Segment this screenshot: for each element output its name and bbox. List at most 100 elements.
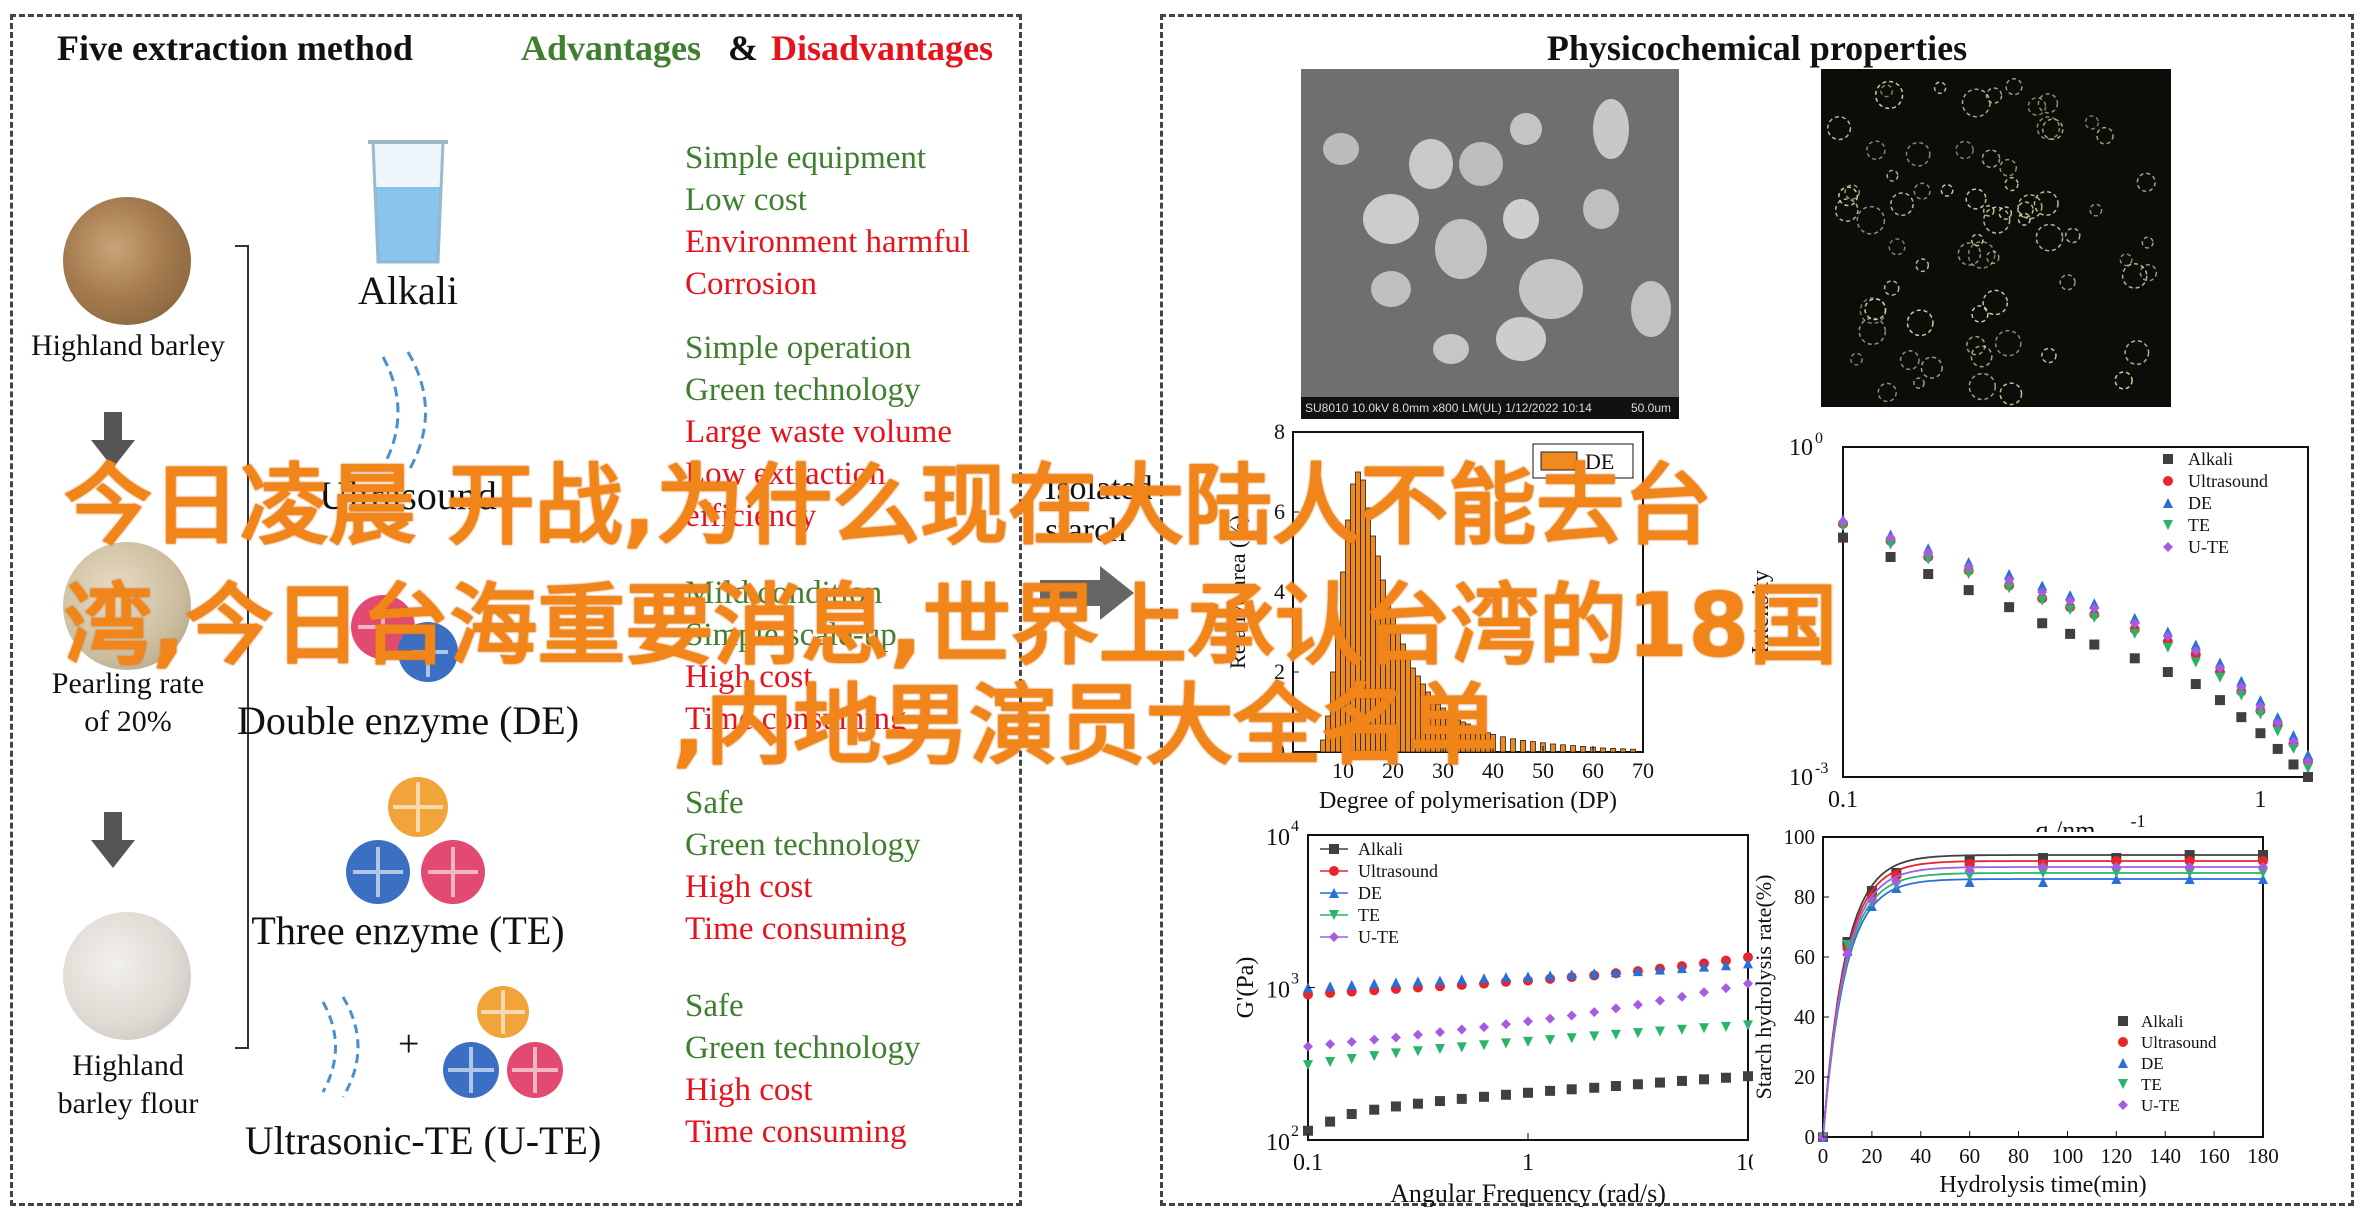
data-point	[1838, 516, 1848, 527]
data-point	[2037, 580, 2048, 591]
data-point	[2255, 701, 2266, 712]
method-double-enzyme: Double enzyme (DE)	[236, 698, 580, 743]
pro-text: Green technology	[685, 1030, 921, 1066]
data-point	[1390, 1032, 1401, 1043]
y-axis-label: Intensity	[1748, 570, 1774, 654]
y-tick-exponent: 2	[1291, 1123, 1299, 1140]
con-text: High cost	[685, 659, 813, 695]
starch-granule	[1877, 382, 1897, 403]
data-point	[1390, 1048, 1401, 1059]
x-tick-label: 160	[2198, 1144, 2230, 1168]
double-enzyme-properties: Mild condition Simple scale-up High cost…	[685, 572, 907, 740]
starch-granule	[1971, 305, 1989, 323]
data-point	[1610, 1029, 1621, 1040]
data-point	[1720, 1072, 1731, 1083]
data-point	[1963, 561, 1974, 572]
starch-granule	[1983, 206, 2011, 234]
y-tick-exponent: 3	[1291, 971, 1299, 988]
data-point	[1654, 995, 1665, 1006]
data-point	[2037, 587, 2048, 598]
starch-granule	[1849, 352, 1863, 366]
bar	[1530, 741, 1536, 753]
data-point	[2184, 874, 2195, 884]
starch-granule	[2064, 227, 2081, 244]
data-point	[1720, 960, 1731, 971]
data-point	[1434, 1027, 1445, 1038]
method-bracket	[235, 245, 249, 1049]
legend-label: TE	[1358, 905, 1380, 925]
data-point	[2163, 476, 2173, 486]
data-point	[1523, 971, 1533, 982]
data-point	[2184, 862, 2195, 872]
x-tick-label: 60	[1959, 1144, 1980, 1168]
pro-text: Simple scale-up	[685, 617, 897, 653]
starch-granule	[2017, 201, 2034, 218]
data-point	[1964, 865, 1975, 875]
bar	[1350, 483, 1356, 753]
barley-flour-photo	[63, 912, 191, 1040]
pro-text: Green technology	[685, 372, 921, 408]
data-point	[2129, 653, 2140, 664]
bar	[1390, 615, 1396, 753]
data-point	[1589, 1007, 1600, 1018]
data-point	[1866, 895, 1877, 905]
starch-granule	[1966, 335, 1986, 356]
data-point	[2184, 856, 2195, 866]
starch-granule	[1920, 356, 1943, 379]
starch-granule	[2036, 116, 2061, 140]
data-point	[1699, 961, 1710, 972]
ultrasound-properties: Simple operation Green technology Large …	[685, 327, 952, 537]
starch-granule	[2041, 118, 2064, 141]
bar	[1620, 748, 1626, 753]
double-enzyme-icon	[351, 595, 458, 682]
data-point	[1842, 949, 1853, 959]
starch-granule	[1999, 158, 2018, 177]
starch-granule	[2041, 347, 2057, 364]
legend-label: TE	[2141, 1075, 2162, 1094]
data-point	[1412, 1046, 1423, 1057]
legend-label: DE	[2141, 1054, 2164, 1073]
data-point	[2236, 712, 2247, 723]
bar	[1600, 747, 1606, 753]
x-tick-label: 70	[1632, 758, 1654, 783]
data-point	[2163, 454, 2173, 464]
starch-granule	[1940, 183, 1954, 197]
legend-label: U-TE	[2188, 537, 2229, 557]
y-tick-exponent: 0	[1815, 430, 1823, 447]
starch-granule	[1864, 298, 1887, 321]
data-point	[2129, 612, 2140, 623]
data-point	[1479, 973, 1490, 984]
starch-granule	[1886, 169, 1899, 182]
y-tick-label: 4	[1274, 579, 1285, 604]
highland-barley-photo	[63, 197, 191, 325]
starch-granule	[1985, 87, 2003, 104]
data-point	[2118, 1079, 2128, 1089]
data-point	[2258, 850, 2268, 860]
starch-granule	[2124, 340, 2150, 366]
chart-dp-distribution: 10 20 30 40 50 60 70 0 2 4 6 8 Degree of polymerisat…	[1223, 412, 1783, 827]
x-tick-label: 180	[2247, 1144, 2279, 1168]
data-point	[1329, 910, 1339, 920]
data-point	[2255, 728, 2266, 739]
fit-line	[1822, 860, 2263, 1138]
starch-granule	[1982, 205, 1995, 217]
legend-label: U-TE	[2141, 1096, 2180, 1115]
bar	[1375, 555, 1381, 753]
starch-granule	[1826, 115, 1852, 141]
data-point	[2038, 862, 2048, 872]
con-text: efficiency	[685, 498, 817, 534]
data-point	[2214, 695, 2225, 706]
ultrasound-wave-icon	[381, 351, 427, 473]
y-tick-label: 10	[1789, 765, 1813, 791]
data-point	[2303, 772, 2313, 782]
data-point	[2255, 709, 2266, 720]
x-tick-label: 1	[1522, 1150, 1534, 1176]
starch-granule	[2035, 223, 2064, 252]
bar	[1325, 715, 1331, 753]
pearled-barley-photo	[63, 542, 191, 670]
data-point	[1303, 1060, 1313, 1071]
data-point	[2004, 602, 2015, 613]
data-point	[1545, 1013, 1556, 1024]
x-tick-label: 120	[2101, 1144, 2133, 1168]
pro-text: Simple operation	[685, 330, 912, 366]
